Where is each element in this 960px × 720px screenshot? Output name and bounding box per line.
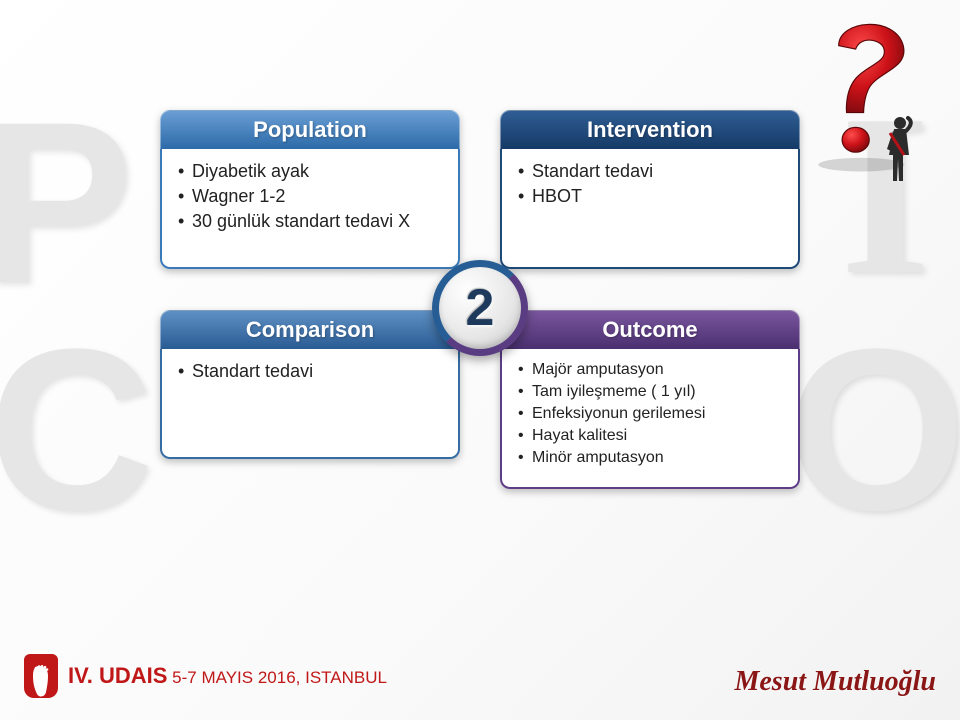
list-item: Diyabetik ayak (176, 159, 444, 184)
list-item: Majör amputasyon (516, 359, 784, 381)
list-item: Standart tedavi (516, 159, 784, 184)
intervention-body: Standart tedavi HBOT (500, 149, 800, 269)
slide: P C I O Population (0, 0, 960, 720)
center-number: 2 (466, 278, 495, 338)
thinking-person-icon (876, 115, 920, 190)
pico-diagram: Population Diyabetik ayak Wagner 1-2 30 … (160, 110, 800, 510)
bg-letter-c: C (0, 315, 154, 545)
bg-letter-o: O (787, 315, 960, 545)
list-item: Wagner 1-2 (176, 184, 444, 209)
intervention-card: Intervention Standart tedavi HBOT (500, 110, 800, 269)
comparison-body: Standart tedavi (160, 349, 460, 459)
author-name: Mesut Mutluoğlu (734, 666, 936, 698)
outcome-title: Outcome (500, 310, 800, 349)
intervention-title: Intervention (500, 110, 800, 149)
center-number-badge: 2 (432, 260, 528, 356)
population-card: Population Diyabetik ayak Wagner 1-2 30 … (160, 110, 460, 269)
outcome-body: Majör amputasyon Tam iyileşmeme ( 1 yıl)… (500, 349, 800, 489)
conference-prefix: IV. UDAIS (68, 663, 167, 688)
foot-logo-icon (24, 654, 58, 698)
list-item: Enfeksiyonun gerilemesi (516, 403, 784, 425)
comparison-card: Comparison Standart tedavi (160, 310, 460, 459)
bg-letter-p: P (0, 88, 133, 318)
population-body: Diyabetik ayak Wagner 1-2 30 günlük stan… (160, 149, 460, 269)
list-item: 30 günlük standart tedavi X (176, 209, 444, 234)
footer: IV. UDAIS 5-7 MAYIS 2016, ISTANBUL Mesut… (24, 654, 936, 698)
comparison-title: Comparison (160, 310, 460, 349)
list-item: HBOT (516, 184, 784, 209)
list-item: Standart tedavi (176, 359, 444, 384)
population-title: Population (160, 110, 460, 149)
conference-detail: 5-7 MAYIS 2016, ISTANBUL (167, 668, 387, 687)
outcome-card: Outcome Majör amputasyon Tam iyileşmeme … (500, 310, 800, 489)
list-item: Minör amputasyon (516, 447, 784, 469)
list-item: Tam iyileşmeme ( 1 yıl) (516, 381, 784, 403)
conference-label: IV. UDAIS 5-7 MAYIS 2016, ISTANBUL (68, 663, 387, 689)
footer-left: IV. UDAIS 5-7 MAYIS 2016, ISTANBUL (24, 654, 387, 698)
list-item: Hayat kalitesi (516, 425, 784, 447)
